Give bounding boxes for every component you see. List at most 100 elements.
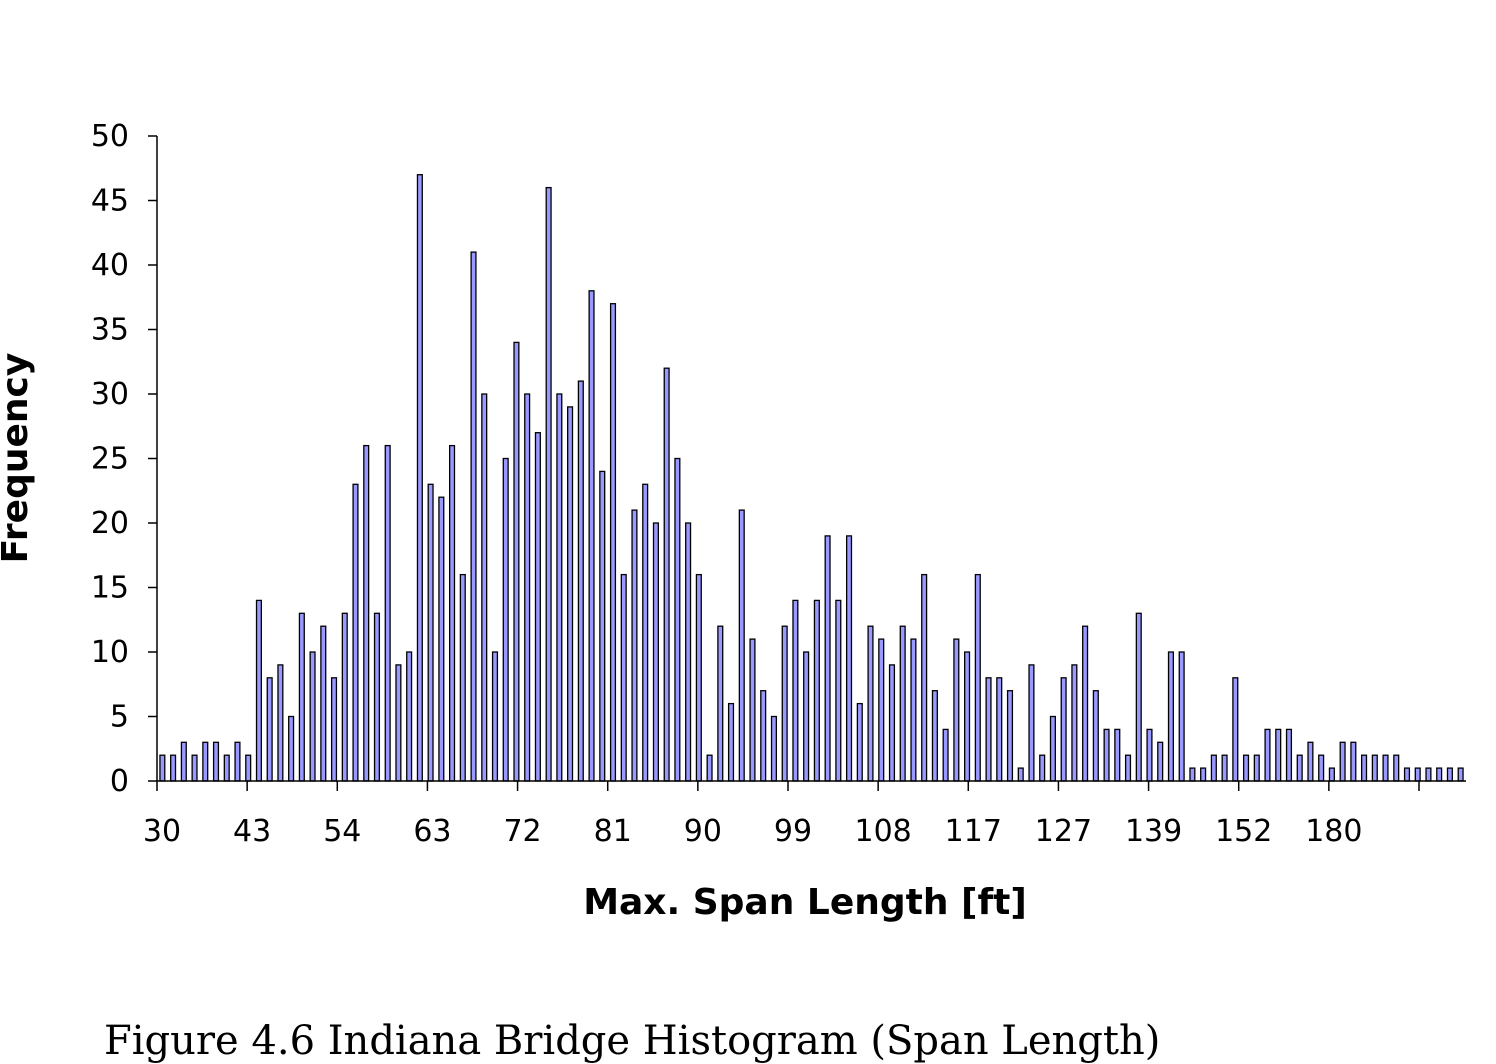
histogram-bar [159, 754, 166, 782]
histogram-bar [1006, 690, 1014, 782]
y-axis-title: Frequency [0, 353, 36, 564]
histogram-bar [202, 741, 209, 782]
histogram-bar [1339, 741, 1346, 782]
x-tick-label: 99 [774, 814, 812, 849]
x-tick-label: 30 [143, 814, 181, 849]
histogram-bar [1092, 690, 1099, 782]
x-tick-label: 139 [1125, 814, 1182, 849]
histogram-bar [942, 728, 949, 782]
histogram-bar [459, 573, 466, 782]
histogram-chart: 0 5 10 15 20 25 30 35 40 45 50 30 43 54 63 72 81 90 99 108… [0, 119, 1466, 923]
histogram-bar [1210, 754, 1217, 782]
y-tick-label: 40 [91, 248, 129, 283]
x-tick-label: 63 [413, 814, 451, 849]
x-tick-label: 43 [233, 814, 271, 849]
y-tick-label: 45 [91, 184, 129, 219]
x-axis-title: Max. Span Length [ft] [583, 882, 1027, 923]
histogram-bar [1242, 754, 1250, 782]
histogram-bar [835, 599, 842, 782]
histogram-bar [277, 664, 284, 782]
histogram-bar [760, 690, 767, 782]
histogram-bar [170, 754, 177, 782]
x-tick-label: 81 [594, 814, 632, 849]
histogram-bar [363, 444, 370, 782]
histogram-bar [663, 367, 670, 782]
histogram-bar [910, 638, 917, 782]
y-tick-label: 15 [91, 571, 129, 606]
x-tick-label: 90 [684, 814, 722, 849]
histogram-bar [717, 625, 724, 782]
histogram-bar [803, 651, 810, 782]
histogram-bar [481, 393, 488, 782]
histogram-bar [223, 754, 230, 782]
y-ticks-group: 0 5 10 15 20 25 30 35 40 45 50 [91, 119, 157, 799]
histogram-bar [330, 677, 338, 782]
histogram-bar [255, 599, 262, 782]
histogram-bar [352, 483, 359, 782]
x-tick-label: 127 [1035, 814, 1092, 849]
histogram-bar [1124, 754, 1132, 782]
histogram-bar [1382, 754, 1389, 782]
y-tick-label: 25 [91, 442, 129, 477]
histogram-bar [1425, 767, 1432, 782]
y-tick-label: 5 [110, 700, 129, 735]
histogram-bar [1264, 728, 1271, 782]
histogram-bar [320, 625, 327, 782]
histogram-bar [727, 702, 735, 782]
histogram-bar [1071, 664, 1078, 782]
histogram-bar [996, 677, 1003, 782]
histogram-bar [1457, 767, 1464, 782]
x-tick-label: 72 [503, 814, 541, 849]
histogram-bar [1060, 677, 1067, 782]
x-tick-label: 180 [1305, 814, 1362, 849]
histogram-bar [921, 573, 928, 782]
histogram-bar [266, 677, 273, 782]
histogram-bar [1414, 767, 1421, 782]
x-tick-label: 117 [945, 814, 1002, 849]
histogram-bar [438, 496, 445, 782]
histogram-bar [1146, 728, 1153, 782]
histogram-bar [577, 380, 584, 782]
histogram-bar [470, 251, 477, 782]
histogram-bar [309, 651, 316, 782]
histogram-bar [738, 509, 745, 782]
histogram-bar [631, 509, 638, 782]
y-tick-label: 30 [91, 377, 129, 412]
histogram-bar [406, 651, 413, 782]
histogram-bar [1436, 767, 1443, 782]
y-tick-label: 0 [110, 764, 129, 799]
histogram-bar [953, 638, 960, 782]
histogram-bar [567, 406, 574, 782]
histogram-bar [524, 393, 531, 782]
histogram-bar [1393, 754, 1400, 782]
histogram-bar [556, 393, 563, 782]
histogram-bar [770, 715, 778, 782]
histogram-bar [706, 754, 713, 782]
histogram-bar [1114, 728, 1121, 782]
histogram-bar [1296, 754, 1303, 782]
histogram-bar [931, 690, 938, 782]
histogram-bar [695, 573, 702, 782]
figure-caption: Figure 4.6 Indiana Bridge Histogram (Spa… [104, 1018, 1161, 1064]
histogram-bar [373, 612, 381, 782]
histogram-bar [180, 741, 187, 782]
histogram-bar [1167, 651, 1175, 782]
histogram-bar [792, 599, 799, 782]
histogram-bar [856, 702, 863, 782]
histogram-bar [1178, 651, 1185, 782]
x-tick-label: 108 [855, 814, 912, 849]
histogram-bar [1103, 728, 1110, 782]
histogram-bar [642, 483, 649, 782]
histogram-bar [878, 638, 885, 782]
histogram-bar [1221, 754, 1228, 782]
histogram-bar [674, 457, 681, 782]
histogram-bar [1275, 728, 1282, 782]
bars-group [159, 174, 1464, 782]
histogram-bar [609, 303, 617, 782]
histogram-bar [416, 174, 423, 782]
x-ticks-group: 30 43 54 63 72 81 90 99 108 117 127 139 152 180 [143, 781, 1420, 849]
histogram-bar [502, 457, 509, 782]
histogram-bar [1371, 754, 1378, 782]
histogram-bar [1350, 741, 1357, 782]
histogram-bar [1318, 754, 1325, 782]
